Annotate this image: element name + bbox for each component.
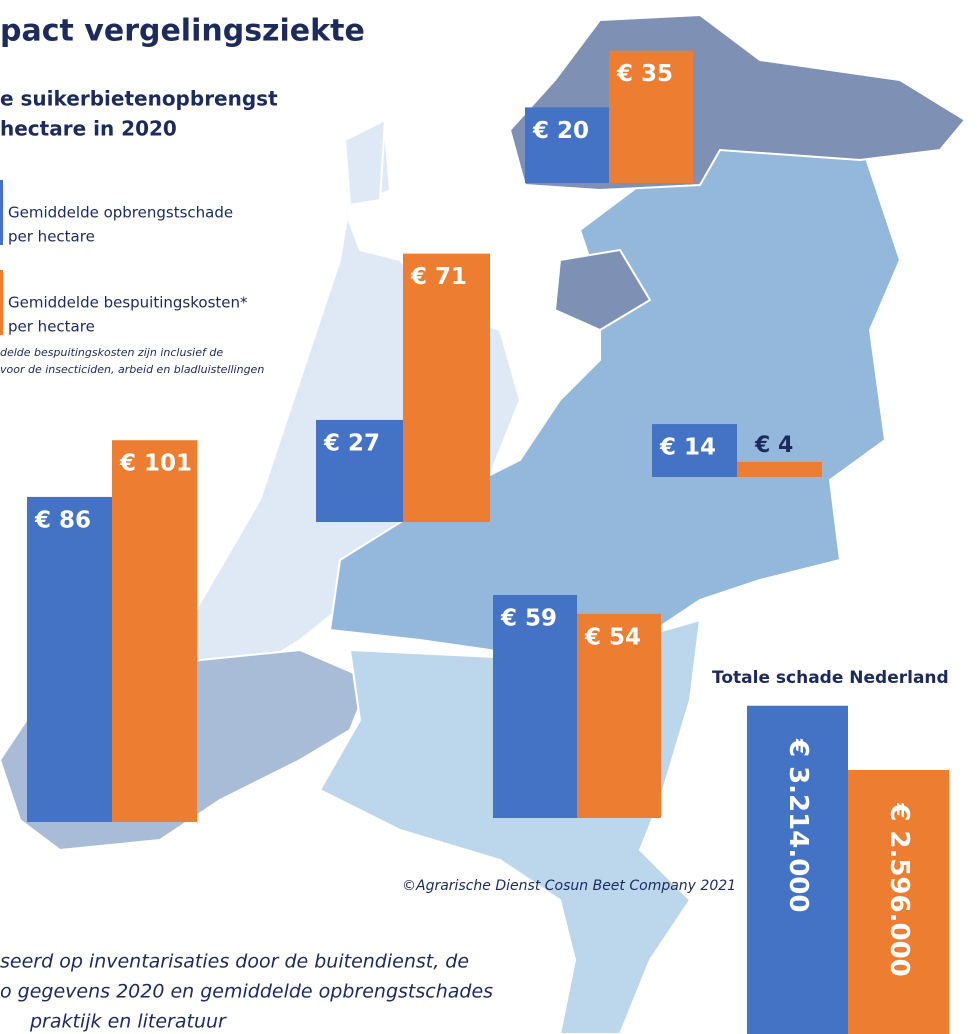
legend-swatch <box>0 270 3 335</box>
bar <box>112 440 197 822</box>
value-label: € 86 <box>34 507 91 533</box>
bar <box>747 705 848 1034</box>
title: pact vergelingsziekte <box>0 14 365 49</box>
value-label: € 3.214.000 <box>783 738 813 913</box>
value-label: € 20 <box>532 118 589 144</box>
bar <box>493 594 577 818</box>
note: o gegevens 2020 en gemiddelde opbrengsts… <box>0 981 493 1003</box>
value-label: € 101 <box>119 451 192 477</box>
value-label: € 54 <box>584 624 641 650</box>
legend-label: per hectare <box>8 228 95 246</box>
value-label: € 27 <box>323 430 380 456</box>
value-label: € 59 <box>500 605 557 631</box>
bar <box>525 107 609 183</box>
note: praktijk en literatuur <box>29 1011 227 1033</box>
credit: ©Agrarische Dienst Cosun Beet Company 20… <box>402 878 736 894</box>
bar <box>609 50 693 184</box>
bar <box>652 424 737 477</box>
bar <box>737 461 822 477</box>
value-label: € 2.596.000 <box>884 802 914 977</box>
bar <box>316 419 403 522</box>
value-label: € 35 <box>616 61 673 87</box>
bar <box>403 253 490 522</box>
subtitle: e suikerbietenopbrengst <box>0 87 278 111</box>
map-region <box>553 248 652 332</box>
value-label: € 71 <box>410 264 467 290</box>
map-region <box>343 118 387 207</box>
bar <box>577 613 661 818</box>
legend-label: per hectare <box>8 318 95 336</box>
value-label: € 4 <box>754 433 793 458</box>
chart-title: Totale schade Nederland <box>712 668 949 688</box>
bar <box>848 770 949 1034</box>
legend-swatch <box>0 180 3 245</box>
legend-label: Gemiddelde bespuitingskosten* <box>8 294 248 312</box>
bar <box>27 496 112 822</box>
legend-label: Gemiddelde opbrengstschade <box>8 204 233 222</box>
subtitle: hectare in 2020 <box>0 117 177 141</box>
footnote: voor de insecticiden, arbeid en bladluis… <box>0 363 264 376</box>
value-label: € 14 <box>659 435 716 461</box>
footnote: delde bespuitingskosten zijn inclusief d… <box>0 346 223 359</box>
note: seerd op inventarisaties door de buitend… <box>0 951 469 973</box>
